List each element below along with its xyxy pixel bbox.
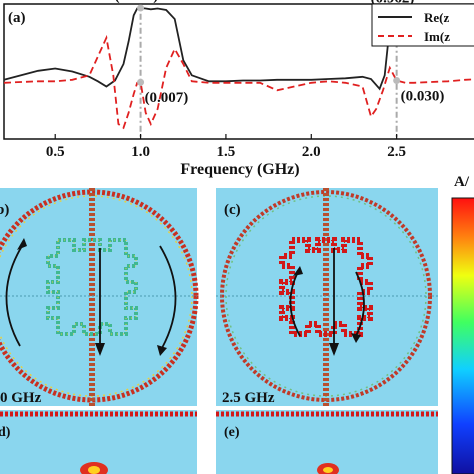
field-panel-d: d) [0, 410, 197, 474]
x-tick-label-3: 2.0 [302, 144, 321, 160]
annotation-point-3 [393, 77, 401, 84]
annotation-label-1: (0.007) [145, 90, 189, 106]
panel-b-arrow-left [5, 245, 23, 347]
panel-b-arrow-right [159, 245, 177, 349]
panel-e-label: (e) [224, 425, 240, 440]
panel-c-arrow-left [289, 271, 301, 337]
field-panel-c: (c) 2.5 GHz [216, 188, 438, 406]
chart-x-ticks: 0.51.01.52.02.53 [46, 134, 406, 160]
panel-b-arrowhead-center [95, 343, 105, 356]
panel-d-label: d) [0, 425, 11, 440]
panel-d-feed-core [88, 466, 100, 474]
panel-c-label: (c) [224, 202, 241, 218]
panel-c-arrowhead-right [351, 333, 361, 343]
panel-c-arrowhead-left [293, 266, 303, 276]
panel-c-frequency: 2.5 GHz [222, 390, 275, 406]
panel-b-arrowhead-right [157, 345, 167, 356]
x-tick-label-1: 1.0 [131, 144, 150, 160]
chart-legend: Re(z Im(z [371, 3, 474, 47]
series-line-im [3, 34, 474, 130]
panel-b-fractal-patch [46, 238, 138, 336]
chart-x-axis-label: Frequency (GHz) [180, 161, 299, 178]
annotation-label-2: (0.962) [371, 0, 415, 7]
panel-b-fractal-patch-hot [47, 239, 137, 335]
colorbar-label: A/ [454, 174, 470, 190]
panel-b-arrowhead-left [17, 238, 27, 250]
annotation-label-0: (0.997) [115, 0, 159, 4]
legend-box [371, 3, 474, 47]
x-tick-label-0: 0.5 [46, 144, 65, 160]
x-tick-label-4: 2.5 [387, 144, 406, 160]
colorbar: A/ [451, 174, 474, 474]
panel-label-a: (a) [8, 10, 26, 26]
panel-c-arrowhead-center [329, 343, 339, 356]
panel-b-label: b) [0, 202, 9, 218]
annotation-point-1 [137, 78, 145, 86]
panel-e-feed-core [323, 467, 333, 473]
annotation-label-3: (0.030) [401, 89, 445, 105]
annotation-point-0 [137, 4, 145, 12]
x-tick-label-2: 1.5 [217, 144, 236, 160]
field-panel-e: (e) [216, 410, 438, 474]
legend-label-im: Im(z [424, 29, 450, 44]
impedance-chart: (0.997) (0.007) (0.962) (0.030) 0.5 1.0 1.5 2.… [3, 0, 474, 178]
panel-b-background [0, 188, 197, 406]
panel-c-fractal-patch [279, 237, 373, 337]
panel-c-arrow-right [355, 271, 365, 337]
legend-label-re: Re(z [424, 10, 449, 25]
colorbar-gradient [451, 197, 474, 474]
field-panel-b: b) 0 GHz [0, 188, 199, 406]
panel-b-frequency: 0 GHz [0, 390, 42, 406]
